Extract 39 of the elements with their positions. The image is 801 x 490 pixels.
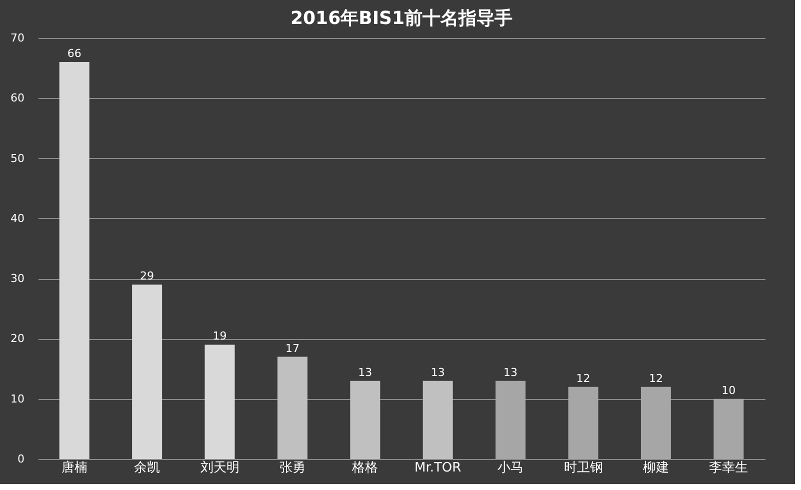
y-tick-label: 50 xyxy=(10,152,24,165)
bar xyxy=(59,62,90,459)
bar xyxy=(640,386,671,459)
y-tick-label: 10 xyxy=(10,392,24,406)
bar xyxy=(132,284,162,459)
bar xyxy=(277,356,308,459)
y-tick-label: 70 xyxy=(10,32,24,44)
data-label: 10 xyxy=(722,384,736,397)
data-label: 29 xyxy=(140,270,154,283)
x-tick-label: 小马 xyxy=(498,460,524,476)
x-tick-label: 唐楠 xyxy=(61,460,88,476)
data-label: 12 xyxy=(648,372,663,385)
y-tick-label: 60 xyxy=(10,92,24,105)
y-tick-label: 30 xyxy=(10,272,24,286)
bar xyxy=(714,398,744,459)
bar xyxy=(350,380,380,459)
data-label: 13 xyxy=(430,366,445,379)
x-tick-label: 格格 xyxy=(351,460,378,476)
data-label: 19 xyxy=(212,330,227,343)
x-tick-label: 余凯 xyxy=(134,460,160,476)
bar xyxy=(422,380,453,459)
data-label: 13 xyxy=(358,366,372,379)
bar xyxy=(496,380,526,459)
y-tick-label: 40 xyxy=(10,212,24,225)
x-tick-label: 张勇 xyxy=(279,460,306,476)
x-tick-label: 李幸生 xyxy=(709,460,748,476)
y-tick-label: 0 xyxy=(18,452,24,466)
x-tick-label: 刘天明 xyxy=(200,460,240,476)
data-label: 13 xyxy=(504,366,518,379)
bar xyxy=(204,344,235,459)
x-tick-label: 时卫钢 xyxy=(564,460,603,476)
data-label: 12 xyxy=(576,372,590,385)
bar xyxy=(568,386,598,459)
y-tick-label: 20 xyxy=(10,332,24,346)
x-tick-label: 柳建 xyxy=(642,460,669,476)
chart-title: 2016年BIS1前十名指导手 xyxy=(290,8,513,29)
data-label: 66 xyxy=(67,47,82,60)
data-label: 17 xyxy=(285,342,300,355)
x-tick-label: Mr.TOR xyxy=(414,460,462,476)
